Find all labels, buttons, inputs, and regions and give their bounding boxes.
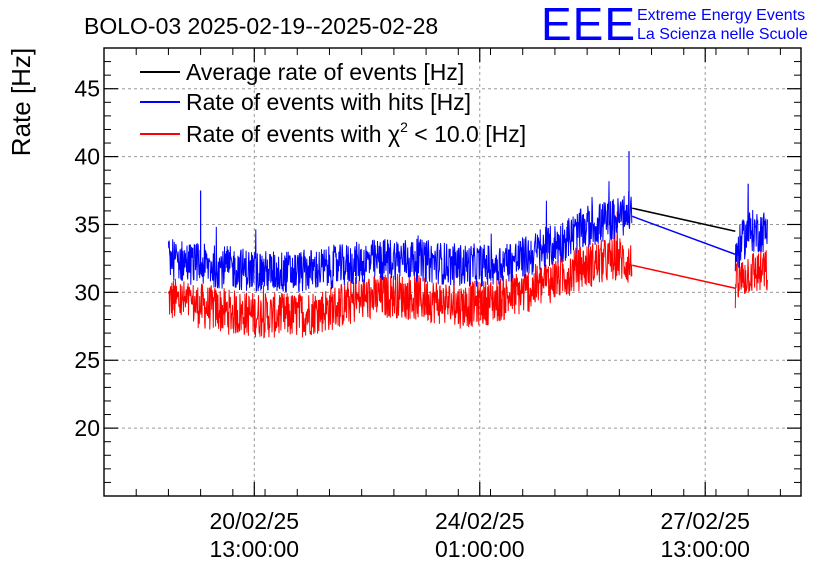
legend-label-chi2: Rate of events with χ2 < 10.0 [Hz] <box>186 119 526 147</box>
y-axis-title: Rate [Hz] <box>6 48 36 156</box>
series-average-line <box>632 207 736 233</box>
series-chi2-line <box>167 211 633 339</box>
x-axis-labels: 20/02/2513:00:0024/02/2501:00:0027/02/25… <box>210 508 750 562</box>
y-tick-label: 20 <box>74 415 100 441</box>
series-chi2-line <box>734 249 768 309</box>
y-tick-label: 40 <box>74 144 100 170</box>
eee-logo: EEE <box>541 0 636 50</box>
y-tick-label: 25 <box>74 347 100 373</box>
x-tick-label-date: 24/02/25 <box>435 508 525 534</box>
y-tick-label: 30 <box>74 279 100 305</box>
org-tagline: La Scienza nelle Scuole <box>637 26 808 43</box>
x-tick-label-date: 20/02/25 <box>210 508 300 534</box>
x-tick-label-time: 01:00:00 <box>435 536 525 562</box>
x-tick-label-time: 13:00:00 <box>210 536 300 562</box>
y-axis-labels: 20 25 30 35 40 45 <box>74 76 100 441</box>
legend-label-hits: Rate of events with hits [Hz] <box>186 89 471 115</box>
org-name: Extreme Energy Events <box>637 7 805 24</box>
series-hits-gap-line <box>631 215 736 256</box>
plot-frame <box>103 47 802 497</box>
y-tick-label: 45 <box>74 76 100 102</box>
plot-area <box>167 151 768 339</box>
series-chi2-gap-line <box>632 264 736 290</box>
series-hits-line <box>167 181 633 293</box>
legend-label-average: Average rate of events [Hz] <box>186 59 464 85</box>
x-tick-label-date: 27/02/25 <box>660 508 750 534</box>
y-tick-label: 35 <box>74 211 100 237</box>
x-tick-label-time: 13:00:00 <box>660 536 750 562</box>
series-hits-line <box>734 192 768 272</box>
chart-title: BOLO-03 2025-02-19--2025-02-28 <box>84 13 438 39</box>
legend: Average rate of events [Hz] Rate of even… <box>140 59 526 147</box>
